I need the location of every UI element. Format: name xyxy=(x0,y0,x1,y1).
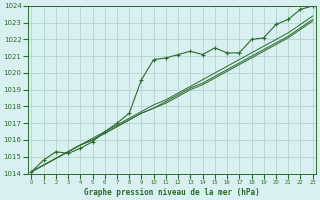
X-axis label: Graphe pression niveau de la mer (hPa): Graphe pression niveau de la mer (hPa) xyxy=(84,188,260,197)
